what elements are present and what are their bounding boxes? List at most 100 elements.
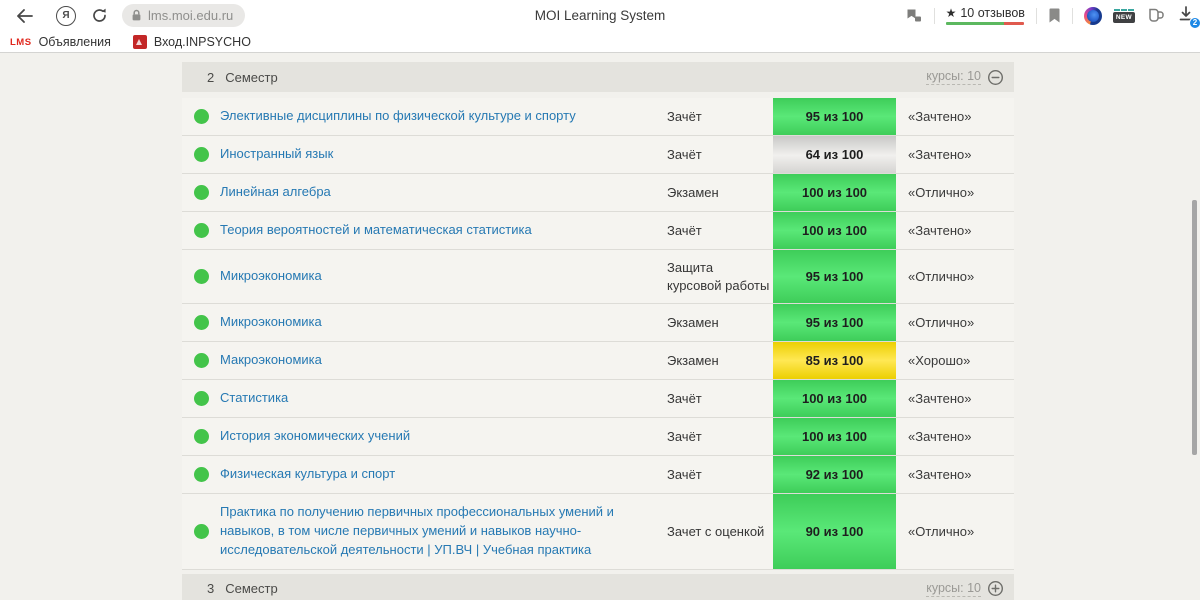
score-badge: 90 из 100 — [773, 494, 896, 569]
grade-label: «Отлично» — [908, 269, 975, 285]
collapse-minus-icon[interactable] — [987, 69, 1004, 86]
status-cell — [182, 429, 220, 445]
score-badge: 100 из 100 — [773, 380, 896, 418]
table-row: Теория вероятностей и математическая ста… — [182, 212, 1014, 250]
course-link[interactable]: Макроэкономика — [220, 352, 322, 368]
course-link[interactable]: Статистика — [220, 390, 289, 406]
courses-count-link[interactable]: курсы: 10 — [926, 580, 981, 597]
exam-type-label: Зачёт — [667, 466, 702, 482]
status-cell — [182, 353, 220, 369]
course-link[interactable]: Элективные дисциплины по физической куль… — [220, 108, 576, 124]
bookmarks-bar: LMS Объявления Вход.INPSYCHO — [0, 31, 1200, 53]
semester-2-header: 2 Семестр курсы: 10 — [182, 62, 1014, 92]
exam-type-label: Зачёт — [667, 146, 702, 162]
table-row: Микроэкономика Защита курсовой работы 95… — [182, 250, 1014, 305]
status-cell — [182, 315, 220, 331]
table-row: Элективные дисциплины по физической куль… — [182, 98, 1014, 136]
status-dot-icon — [193, 429, 209, 445]
bookmark-icon[interactable] — [1048, 7, 1061, 24]
score-badge: 64 из 100 — [773, 136, 896, 173]
status-cell — [182, 185, 220, 200]
status-dot-icon — [193, 185, 209, 200]
downloads-button[interactable]: 2 — [1177, 5, 1200, 29]
grade-label: «Отлично» — [908, 185, 975, 200]
yandex-icon: Я — [56, 5, 76, 26]
course-link[interactable]: Микроэкономика — [220, 314, 322, 330]
bookmark-item-inpsycho[interactable]: Вход.INPSYCHO — [132, 35, 251, 49]
bookmark-label: Объявления — [38, 35, 111, 49]
rating-bar — [946, 22, 1025, 25]
score-badge: 95 из 100 — [773, 98, 896, 135]
expand-plus-icon[interactable] — [987, 580, 1004, 597]
table-row: История экономических учений Зачёт 100 и… — [182, 418, 1014, 457]
grade-label: «Хорошо» — [908, 353, 971, 369]
toolbar-separator — [933, 7, 935, 24]
status-cell — [182, 467, 220, 483]
grade-label: «Зачтено» — [908, 147, 972, 162]
back-button[interactable] — [12, 0, 36, 31]
course-rows: Элективные дисциплины по физической куль… — [182, 98, 1014, 570]
collapse-courses-control[interactable]: курсы: 10 — [926, 69, 1004, 86]
toolbar-separator — [1035, 7, 1037, 24]
grade-label: «Отлично» — [908, 315, 975, 331]
status-dot-icon — [193, 523, 209, 539]
star-icon: ★ — [945, 6, 957, 20]
table-row: Линейная алгебра Экзамен 100 из 100 «Отл… — [182, 174, 1014, 212]
status-dot-icon — [193, 269, 209, 285]
score-badge: 100 из 100 — [773, 212, 896, 249]
address-bar[interactable]: lms.moi.edu.ru — [122, 4, 246, 27]
back-arrow-icon — [16, 8, 33, 23]
exam-type-label: Зачёт — [667, 222, 702, 238]
course-link[interactable]: Линейная алгебра — [220, 184, 331, 200]
course-link[interactable]: Микроэкономика — [220, 268, 322, 284]
exam-type-label: Экзамен — [667, 184, 719, 200]
score-badge: 100 из 100 — [773, 418, 896, 456]
status-dot-icon — [193, 391, 209, 407]
reviews-widget[interactable]: ★ 10 отзывов — [946, 6, 1025, 25]
toolbar-right-icons: ★ 10 отзывов NEW — [903, 0, 1200, 31]
course-link[interactable]: Теория вероятностей и математическая ста… — [220, 222, 532, 238]
exam-type-label: Зачёт — [667, 428, 702, 444]
new-badge-label: NEW — [1112, 11, 1135, 23]
status-cell — [182, 147, 220, 162]
status-cell — [182, 269, 220, 285]
grade-label: «Зачтено» — [908, 109, 972, 124]
lms-page-content: 2 Семестр курсы: 10 Элективные дисциплин… — [0, 54, 1200, 600]
exam-type-label: Зачёт — [667, 108, 702, 124]
yandex-button[interactable]: Я — [53, 0, 79, 31]
expand-courses-control[interactable]: курсы: 10 — [926, 580, 1004, 597]
semester-3-header: 3 Семестр курсы: 10 — [182, 573, 1014, 600]
grade-label: «Зачтено» — [908, 467, 972, 483]
status-cell — [182, 223, 220, 238]
grade-label: «Зачтено» — [908, 391, 972, 407]
semester-number: 3 — [207, 581, 215, 597]
new-extension-icon[interactable]: NEW — [1112, 8, 1135, 23]
collections-icon[interactable] — [904, 7, 923, 24]
scrollbar-thumb[interactable] — [1192, 200, 1197, 455]
lock-icon — [131, 9, 142, 22]
exam-type-label: Экзамен — [667, 314, 719, 330]
status-dot-icon — [193, 467, 209, 483]
courses-count-link[interactable]: курсы: 10 — [926, 69, 981, 85]
grade-label: «Зачтено» — [908, 429, 972, 445]
extension-logo-icon[interactable] — [1083, 6, 1102, 25]
semester-number: 2 — [207, 69, 215, 85]
inpsycho-favicon — [132, 35, 147, 49]
exam-type-label: Зачёт — [667, 390, 702, 406]
semester-table: 2 Семестр курсы: 10 Элективные дисциплин… — [182, 62, 1014, 600]
course-link[interactable]: Физическая культура и спорт — [220, 466, 396, 482]
course-link[interactable]: Практика по получению первичных професси… — [220, 504, 614, 557]
status-cell — [182, 523, 220, 539]
table-row: Микроэкономика Экзамен 95 из 100 «Отличн… — [182, 304, 1014, 343]
status-dot-icon — [193, 147, 209, 162]
marquee-decor — [1113, 8, 1134, 11]
status-cell — [182, 391, 220, 407]
table-row: Макроэкономика Экзамен 85 из 100 «Хорошо… — [182, 342, 1014, 381]
status-dot-icon — [193, 109, 209, 124]
panels-icon[interactable] — [1146, 7, 1166, 24]
bookmark-item-announcements[interactable]: LMS Объявления — [10, 35, 111, 49]
refresh-button[interactable] — [86, 0, 112, 31]
course-link[interactable]: Иностранный язык — [220, 146, 334, 162]
course-link[interactable]: История экономических учений — [220, 428, 411, 444]
